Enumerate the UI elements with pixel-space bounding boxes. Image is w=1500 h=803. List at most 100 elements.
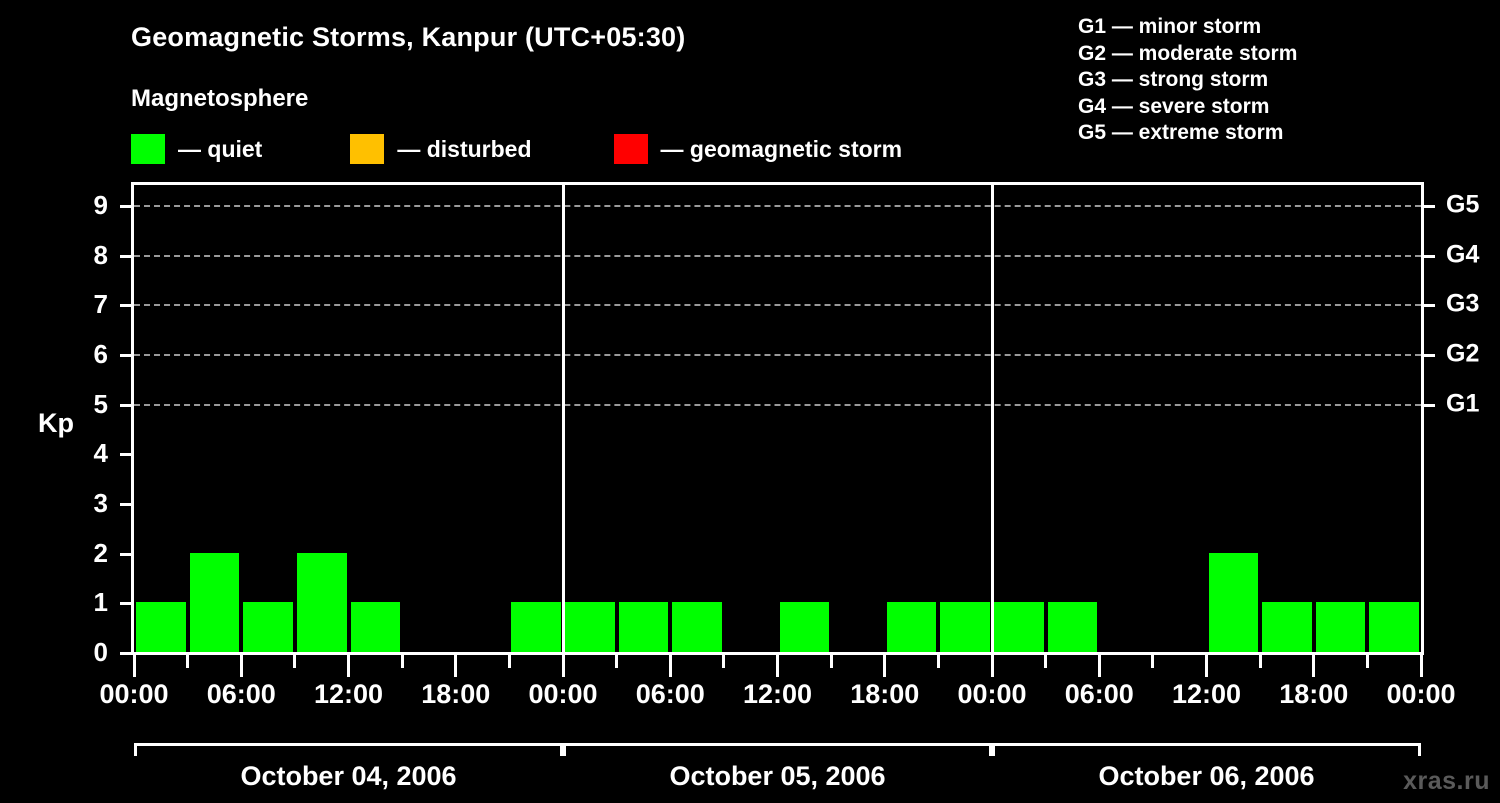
bar — [136, 602, 186, 652]
y-tick-label-5: 5 — [93, 388, 108, 419]
y-tick-mark — [120, 403, 131, 407]
g-scale-entry: G1 — minor storm — [1078, 15, 1262, 38]
storm-swatch-icon — [613, 134, 648, 164]
x-tick-mark — [1258, 655, 1262, 668]
x-tick-mark — [883, 655, 887, 677]
x-tick-mark — [1419, 655, 1423, 677]
x-tick-label: 00:00 — [99, 679, 169, 709]
x-tick-label: 06:00 — [206, 679, 276, 709]
x-tick-label: 18:00 — [1279, 679, 1349, 709]
g-scale-entry: G2 — moderate storm — [1078, 41, 1298, 65]
x-axis: 00:00 06:00 12:00 18:00 00:00 06:00 12:00 18:00… — [0, 655, 1500, 725]
day-separator — [561, 185, 565, 652]
y-tick-label-1: 1 — [93, 587, 108, 618]
bar — [1208, 552, 1259, 652]
x-tick-label: 18:00 — [421, 679, 491, 709]
x-tick-mark — [132, 655, 136, 677]
gridline-kp-8 — [134, 254, 1421, 257]
right-axis-label-G5: G5 — [1446, 190, 1480, 219]
y-tick-label-8: 8 — [93, 239, 108, 270]
bar — [565, 602, 615, 652]
x-tick-mark — [400, 655, 404, 668]
x-tick-label: 00:00 — [1386, 679, 1456, 709]
x-tick-label: 18:00 — [850, 679, 920, 709]
right-tick-mark — [1424, 304, 1435, 308]
legend-item-quiet: — quiet — [131, 134, 262, 164]
legend-label-storm: — geomagnetic storm — [660, 135, 903, 162]
quiet-swatch-icon — [131, 134, 165, 164]
legend-label-quiet: — quiet — [178, 135, 263, 162]
x-tick-mark — [561, 655, 565, 677]
gridline-kp-9 — [134, 204, 1421, 207]
bar — [886, 602, 937, 652]
bar — [1369, 602, 1419, 652]
x-tick-label: 12:00 — [742, 679, 813, 709]
x-tick-label: 00:00 — [957, 679, 1027, 709]
y-axis-caption: Kp — [38, 408, 74, 438]
y-tick-label-6: 6 — [93, 338, 108, 369]
x-tick-mark — [722, 655, 726, 668]
y-tick-mark — [120, 353, 131, 357]
x-tick-mark — [454, 655, 458, 677]
bar — [779, 602, 830, 652]
x-tick-label: 12:00 — [1171, 679, 1242, 709]
x-tick-mark — [293, 655, 297, 668]
y-tick-mark — [120, 602, 131, 606]
x-tick-mark — [1365, 655, 1369, 668]
x-tick-label: 06:00 — [1064, 679, 1134, 709]
right-tick-mark — [1424, 254, 1435, 258]
right-axis-label-G3: G3 — [1446, 289, 1480, 318]
x-tick-mark — [186, 655, 190, 668]
bar — [1047, 602, 1098, 652]
right-tick-mark — [1424, 204, 1435, 208]
g-scale-entry: G5 — extreme storm — [1078, 121, 1284, 144]
legend-item-storm: — geomagnetic storm — [613, 134, 903, 164]
x-tick-mark — [1312, 655, 1316, 677]
g-scale-legend: G1 — minor storm G2 — moderate storm G3 … — [1078, 14, 1297, 147]
y-tick-mark — [120, 502, 131, 506]
magnetosphere-legend: — quiet — disturbed — geomagnetic storm — [131, 133, 902, 165]
y-tick-label-9: 9 — [93, 189, 108, 220]
x-tick-mark — [990, 655, 994, 677]
x-tick-label: 06:00 — [635, 679, 705, 709]
x-tick-mark — [239, 655, 243, 677]
g-scale-entry: G3 — strong storm — [1078, 68, 1269, 91]
right-tick-mark — [1424, 403, 1435, 407]
bar — [672, 602, 722, 652]
bar — [189, 552, 240, 652]
page-title: Geomagnetic Storms, Kanpur (UTC+05:30) — [131, 22, 686, 52]
x-tick-mark — [507, 655, 511, 668]
disturbed-swatch-icon — [350, 134, 385, 164]
x-tick-mark — [1097, 655, 1101, 677]
legend-heading: Magnetosphere — [131, 85, 309, 112]
gridline-kp-5 — [134, 403, 1421, 406]
y-tick-label-3: 3 — [93, 487, 108, 518]
bar — [243, 602, 293, 652]
right-axis-label-G2: G2 — [1446, 339, 1480, 368]
bar — [994, 602, 1044, 652]
x-tick-mark — [347, 655, 350, 677]
legend-label-disturbed: — disturbed — [397, 135, 532, 162]
x-tick-mark — [1044, 655, 1048, 668]
bar — [1262, 602, 1312, 652]
right-tick-mark — [1424, 353, 1435, 357]
x-tick-mark — [829, 655, 833, 668]
right-axis-label-G1: G1 — [1446, 389, 1480, 418]
bar — [1315, 602, 1366, 652]
x-tick-mark — [668, 655, 672, 677]
x-tick-mark — [1151, 655, 1155, 668]
x-tick-mark — [776, 655, 779, 677]
y-tick-mark — [120, 254, 131, 258]
bar — [940, 602, 990, 652]
legend-item-disturbed: — disturbed — [350, 134, 532, 164]
bar — [350, 602, 401, 652]
bar — [511, 602, 561, 652]
x-tick-label: 00:00 — [528, 679, 598, 709]
y-tick-label-0: 0 — [93, 637, 108, 667]
x-tick-label: 12:00 — [313, 679, 384, 709]
day-caption: October 05, 2006 — [669, 761, 886, 791]
x-tick-mark — [615, 655, 619, 668]
x-tick-mark — [936, 655, 940, 668]
day-bracket — [134, 743, 563, 756]
